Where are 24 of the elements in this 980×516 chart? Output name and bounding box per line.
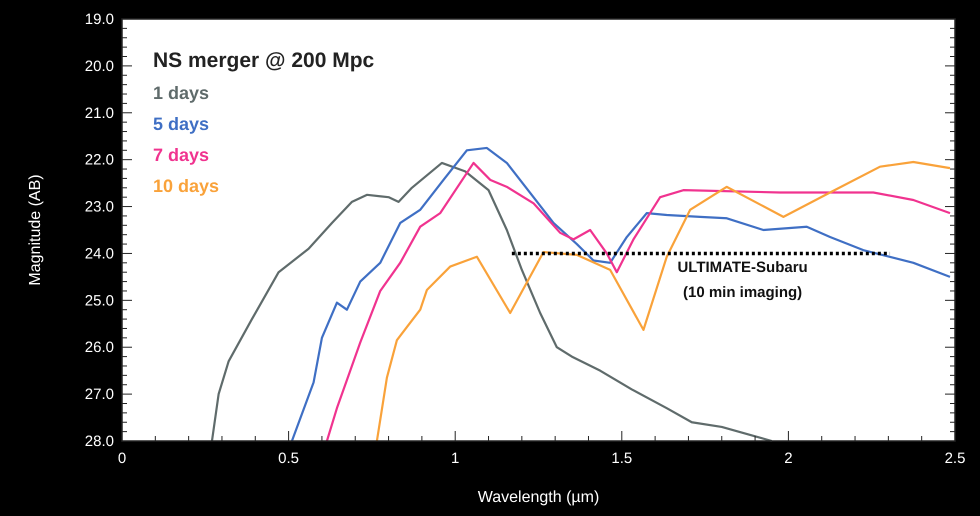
x-tick-label: 1 bbox=[451, 450, 460, 467]
y-tick-label: 23.0 bbox=[84, 198, 114, 216]
text: 10 days bbox=[153, 176, 220, 196]
text: 7 days bbox=[153, 145, 210, 165]
y-axis-title: Magnitude (AB) bbox=[27, 174, 44, 286]
y-tick-label: 24.0 bbox=[84, 245, 114, 262]
x-tick-label: 1.5 bbox=[611, 450, 632, 467]
y-tick-label: 21.0 bbox=[84, 104, 114, 122]
x-axis-title: Wavelength (µm) bbox=[478, 489, 600, 506]
y-tick-label: 26.0 bbox=[84, 339, 114, 356]
y-tick-label: 20.0 bbox=[84, 58, 114, 75]
y-tick-label: 25.0 bbox=[84, 292, 114, 310]
text: 5 days bbox=[153, 114, 210, 134]
y-tick-label: 19.0 bbox=[84, 11, 114, 28]
x-tick-label: 0 bbox=[118, 450, 126, 467]
y-tick-label: 28.0 bbox=[84, 433, 114, 450]
annotation: ULTIMATE-Subaru (10 min imaging) bbox=[677, 259, 808, 302]
x-tick-label: 2 bbox=[784, 450, 793, 467]
x-tick-label: 2.5 bbox=[944, 450, 966, 467]
y-tick-label: 27.0 bbox=[84, 386, 114, 404]
x-tick-label: 0.5 bbox=[278, 450, 300, 467]
text: NS merger @ 200 Mpc bbox=[153, 49, 375, 72]
text: 1 days bbox=[153, 83, 210, 103]
y-tick-label: 22.0 bbox=[84, 152, 114, 169]
